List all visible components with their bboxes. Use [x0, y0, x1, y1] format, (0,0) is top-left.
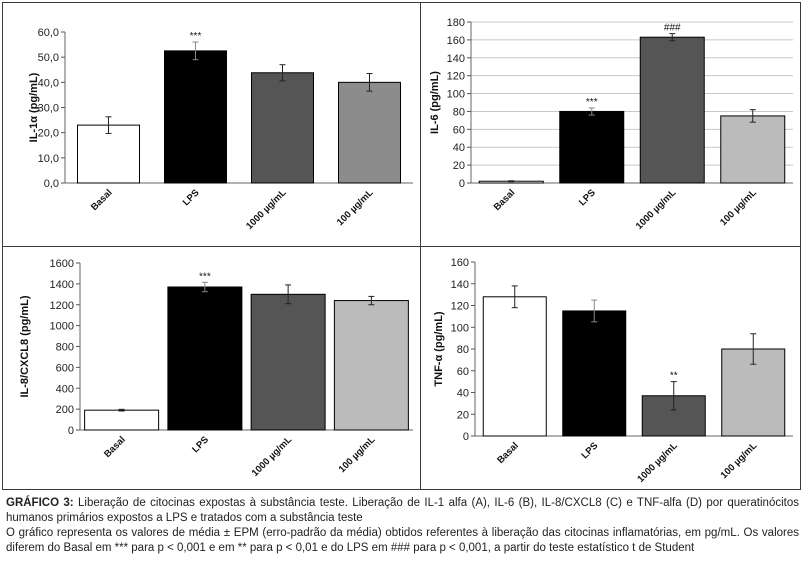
y-tick-label: 60 [457, 366, 469, 378]
x-category-label: 100 µg/mL [335, 187, 376, 228]
y-tick-label: 0 [68, 425, 74, 437]
panel-divider-vertical-top [420, 2, 421, 246]
y-tick-label: 20,0 [38, 128, 59, 140]
x-category-label: 100 µg/mL [719, 440, 760, 481]
x-category-label: Basal [102, 434, 128, 460]
x-category-label: LPS [190, 434, 211, 455]
significance-mark: *** [199, 271, 211, 282]
y-tick-label: 140 [451, 279, 469, 291]
y-axis-label: IL-8/CXCL8 (pg/mL) [19, 295, 31, 397]
y-tick-label: 200 [56, 404, 74, 416]
x-category-label: 1000 µg/mL [634, 187, 679, 232]
y-tick-label: 120 [447, 71, 465, 83]
x-category-label: LPS [577, 187, 598, 208]
y-tick-label: 40 [457, 388, 469, 400]
caption-paragraph-2: O gráfico representa os valores de média… [6, 527, 799, 554]
y-tick-label: 0 [463, 431, 469, 443]
y-tick-label: 60 [453, 124, 465, 136]
significance-mark: *** [190, 31, 202, 42]
bar [77, 124, 140, 184]
y-tick-label: 800 [56, 342, 74, 354]
caption-label: GRÁFICO 3: [6, 497, 74, 509]
y-tick-label: 100 [447, 89, 465, 101]
bar [639, 36, 705, 184]
bar [562, 310, 627, 437]
x-category-label: 100 µg/mL [718, 187, 759, 228]
y-tick-label: 40 [453, 142, 465, 154]
caption-paragraph-1: GRÁFICO 3: Liberação de citocinas expost… [6, 496, 799, 526]
chart-il8-cxcl8: 0 200 400 600 800 1000 1200 1400 1600 IL-8/CXCL8 … [19, 258, 413, 479]
panel-divider-horizontal [2, 246, 801, 247]
y-tick-label: 0 [459, 178, 465, 190]
x-category-label: 1000 µg/mL [244, 187, 289, 232]
y-tick-label: 40,0 [38, 77, 59, 89]
y-tick-label: 1400 [50, 279, 74, 291]
x-category-label: Basal [492, 187, 518, 213]
y-tick-label: 1200 [50, 300, 74, 312]
panel-divider-vertical-bottom [420, 246, 421, 490]
figure-caption: GRÁFICO 3: Liberação de citocinas expost… [6, 496, 799, 556]
significance-mark: *** [586, 97, 598, 108]
bar [250, 293, 326, 431]
y-tick-label: 120 [451, 301, 469, 313]
y-tick-label: 10,0 [38, 153, 59, 165]
y-tick-label: 400 [56, 383, 74, 395]
significance-mark: ### [664, 23, 681, 34]
y-tick-label: 50,0 [38, 52, 59, 64]
bar [164, 50, 227, 184]
y-tick-label: 1600 [50, 258, 74, 270]
y-tick-label: 600 [56, 362, 74, 374]
y-tick-label: 160 [451, 257, 469, 269]
x-category-label: 1000 µg/mL [635, 440, 680, 485]
y-axis-label: IL-6 (pg/mL) [429, 71, 441, 134]
y-tick-label: 140 [447, 53, 465, 65]
bar [167, 286, 243, 431]
bar [482, 296, 547, 437]
bar [333, 300, 409, 431]
x-category-label: LPS [181, 187, 202, 208]
chart-il6: 0 20 40 60 80 100 120 140 160 180 IL-6 (pg/mL) Basa… [429, 17, 793, 232]
y-tick-label: 1000 [50, 321, 74, 333]
y-tick-label: 20 [453, 160, 465, 172]
y-tick-label: 100 [451, 322, 469, 334]
y-tick-label: 180 [447, 17, 465, 29]
y-tick-label: 20 [457, 409, 469, 421]
y-tick-label: 80 [453, 106, 465, 118]
caption-line-1: Liberação de citocinas expostas à substâ… [6, 497, 799, 524]
y-tick-label: 60,0 [38, 27, 59, 39]
y-axis-label: IL-1α (pg/mL) [28, 72, 40, 142]
bar [720, 115, 786, 184]
significance-mark: ** [670, 371, 678, 382]
x-category-label: LPS [580, 440, 601, 461]
y-tick-label: 30,0 [38, 103, 59, 115]
bar [84, 409, 160, 431]
x-category-label: Basal [89, 187, 115, 213]
bar [251, 72, 314, 184]
y-tick-label: 0,0 [44, 178, 59, 190]
x-category-label: 1000 µg/mL [250, 434, 295, 479]
y-tick-label: 80 [457, 344, 469, 356]
x-category-label: Basal [495, 440, 521, 466]
bar [559, 110, 625, 184]
chart-tnfa: 0 20 40 60 80 100 120 140 160 TNF-α (pg/mL) Basal L… [433, 257, 793, 485]
chart-il1a: 0,0 10,0 20,0 30,0 40,0 50,0 60,0 IL-1α (pg/mL)… [28, 27, 413, 232]
y-tick-label: 160 [447, 35, 465, 47]
x-category-label: 100 µg/mL [337, 434, 378, 475]
y-axis-label: TNF-α (pg/mL) [433, 311, 445, 387]
bar [338, 81, 401, 184]
